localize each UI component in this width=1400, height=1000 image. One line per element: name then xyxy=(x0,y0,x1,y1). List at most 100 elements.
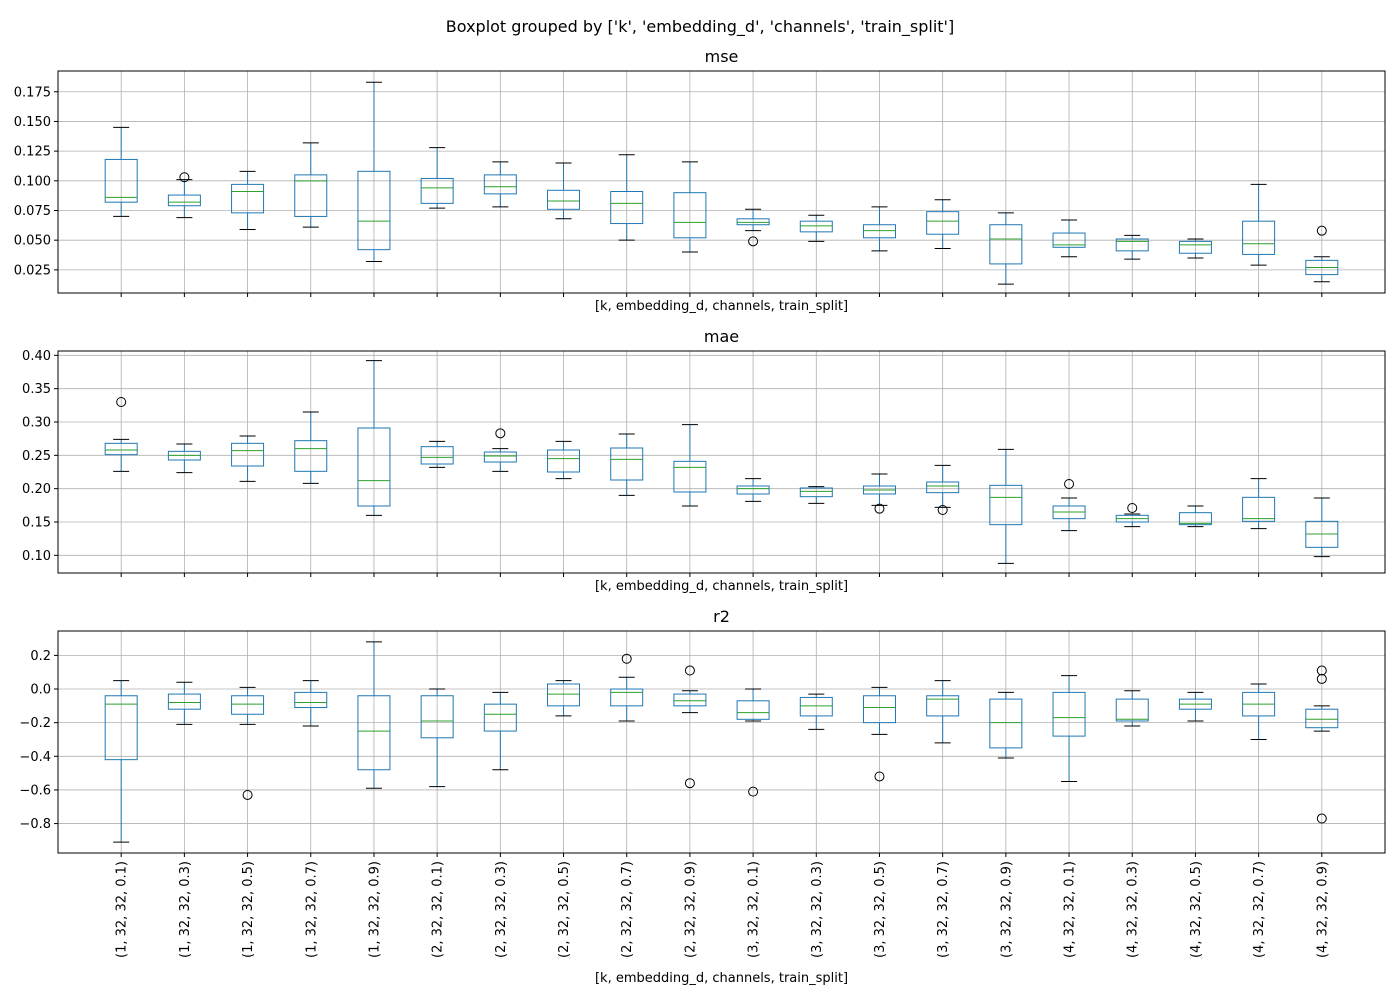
figure-suptitle: Boxplot grouped by ['k', 'embedding_d', … xyxy=(445,17,955,36)
x-tick-label: (3, 32, 32, 0.7) xyxy=(936,861,951,958)
x-tick-label: (3, 32, 32, 0.9) xyxy=(999,861,1014,958)
iqr-box xyxy=(736,700,770,720)
box-10 xyxy=(673,665,707,789)
x-tick-label: (1, 32, 32, 0.1) xyxy=(115,861,130,958)
box-6 xyxy=(420,688,454,788)
box-13 xyxy=(862,686,896,782)
iqr-box xyxy=(989,484,1023,526)
iqr-box xyxy=(1115,238,1149,252)
outlier-point xyxy=(937,505,948,515)
y-tick-label: 0.025 xyxy=(14,263,51,278)
box-16 xyxy=(1052,675,1086,783)
box-11 xyxy=(736,688,770,797)
iqr-box xyxy=(673,192,707,239)
x-tick-label: (1, 32, 32, 0.9) xyxy=(367,861,382,958)
box-4 xyxy=(294,142,328,228)
box-2 xyxy=(167,172,201,219)
box-9 xyxy=(610,653,644,722)
iqr-box xyxy=(294,691,328,709)
box-11 xyxy=(736,208,770,247)
iqr-box xyxy=(294,440,328,472)
axes-frame xyxy=(57,70,1386,294)
box-14 xyxy=(926,464,960,515)
outlier-point xyxy=(1316,813,1327,824)
box-1 xyxy=(104,126,138,217)
iqr-box xyxy=(799,696,833,717)
iqr-box xyxy=(547,189,581,210)
box-14 xyxy=(926,199,960,249)
y-tick-label: 0.075 xyxy=(14,204,51,219)
iqr-box xyxy=(1178,240,1212,254)
box-13 xyxy=(862,473,896,514)
iqr-box xyxy=(104,442,138,456)
y-tick-label: 0.175 xyxy=(14,85,51,100)
subplot-title: mse xyxy=(705,47,739,66)
box-1 xyxy=(104,397,138,472)
box-2 xyxy=(167,443,201,474)
box-12 xyxy=(799,693,833,730)
outlier-point xyxy=(179,172,190,183)
iqr-box xyxy=(104,158,138,203)
box-3 xyxy=(231,686,265,800)
iqr-box xyxy=(167,693,201,710)
y-tick-label: 0.050 xyxy=(14,234,51,249)
box-20 xyxy=(1305,225,1339,283)
x-tick-label: (3, 32, 32, 0.1) xyxy=(747,861,762,958)
outlier-point xyxy=(495,428,506,439)
outlier-point xyxy=(116,397,127,407)
outlier-point xyxy=(1316,225,1327,236)
box-15 xyxy=(989,691,1023,759)
box-8 xyxy=(547,162,581,220)
outlier-point xyxy=(874,771,885,782)
x-tick-label: (4, 32, 32, 0.9) xyxy=(1315,861,1330,958)
y-tick-label: 0.125 xyxy=(14,145,51,160)
box-11 xyxy=(736,478,770,502)
box-13 xyxy=(862,206,896,252)
x-axis-label: [k, embedding_d, channels, train_split] xyxy=(595,971,848,986)
box-12 xyxy=(799,486,833,504)
iqr-box xyxy=(231,183,265,214)
box-14 xyxy=(926,680,960,744)
axes-frame xyxy=(57,350,1386,574)
iqr-box xyxy=(673,460,707,493)
box-5 xyxy=(357,81,391,263)
iqr-box xyxy=(1178,512,1212,526)
iqr-box xyxy=(736,218,770,226)
axes-frame xyxy=(57,630,1386,854)
box-18 xyxy=(1178,691,1212,722)
iqr-box xyxy=(420,695,454,739)
box-8 xyxy=(547,680,581,717)
outlier-point xyxy=(874,503,885,514)
outlier-point xyxy=(1064,479,1075,489)
x-tick-label: (2, 32, 32, 0.3) xyxy=(494,861,509,958)
iqr-box xyxy=(989,698,1023,749)
box-6 xyxy=(420,440,454,468)
box-17 xyxy=(1115,690,1149,727)
box-19 xyxy=(1242,478,1276,530)
iqr-box xyxy=(673,693,707,707)
y-tick-label: 0.15 xyxy=(22,516,51,531)
outlier-point xyxy=(748,236,759,247)
iqr-box xyxy=(420,177,454,204)
box-9 xyxy=(610,433,644,496)
box-15 xyxy=(989,448,1023,564)
y-tick-label: 0.100 xyxy=(14,174,51,189)
x-tick-label: (1, 32, 32, 0.3) xyxy=(178,861,193,958)
iqr-box xyxy=(357,695,391,771)
iqr-box xyxy=(1242,496,1276,522)
x-tick-label: (1, 32, 32, 0.5) xyxy=(241,861,256,958)
outlier-point xyxy=(242,789,253,800)
iqr-box xyxy=(1052,232,1086,248)
box-3 xyxy=(231,170,265,230)
y-tick-label: 0.2 xyxy=(30,649,51,664)
y-tick-label: −0.2 xyxy=(19,716,51,731)
y-tick-label: 0.40 xyxy=(22,349,51,364)
iqr-box xyxy=(483,703,517,732)
iqr-box xyxy=(610,190,644,225)
box-4 xyxy=(294,680,328,727)
iqr-box xyxy=(357,427,391,507)
outlier-point xyxy=(684,778,695,789)
iqr-box xyxy=(357,170,391,251)
